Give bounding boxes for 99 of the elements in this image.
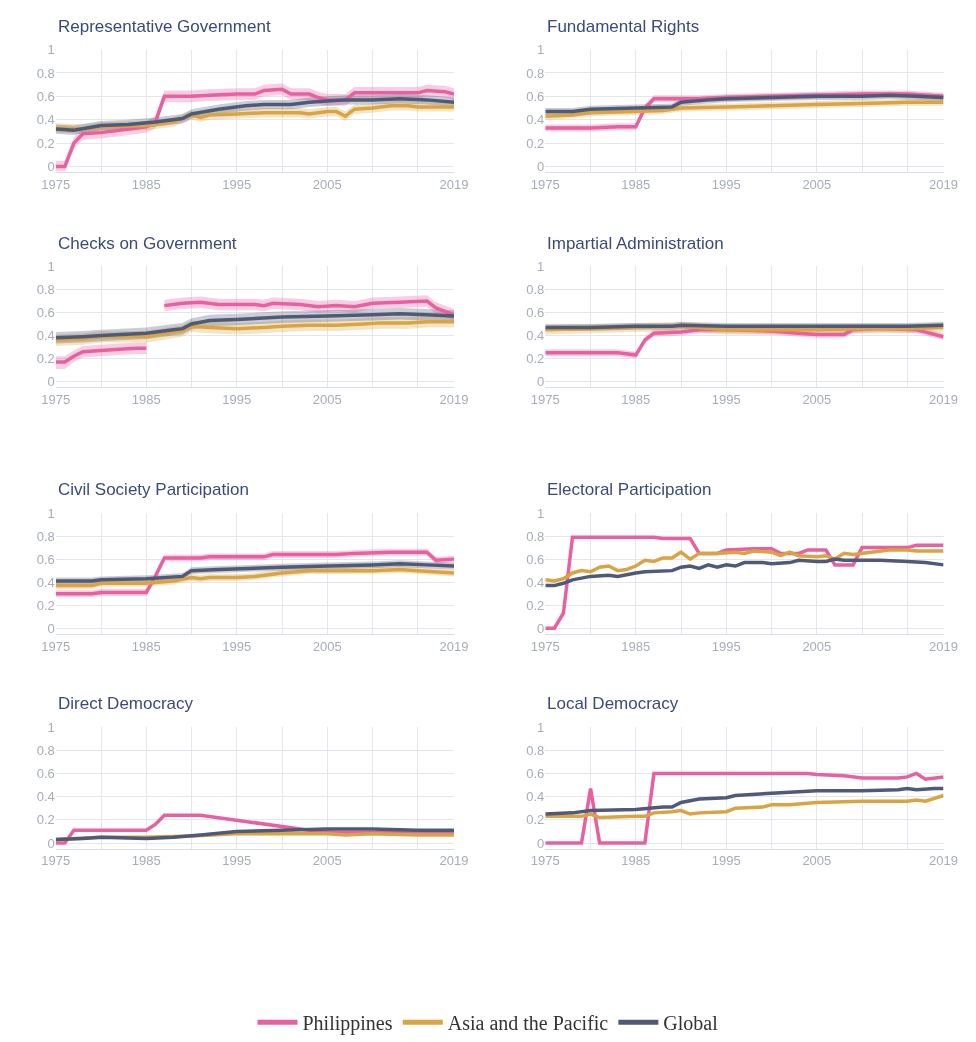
x-tick-label: 1995 xyxy=(222,391,252,407)
y-tick-label: 0.8 xyxy=(526,528,545,544)
y-tick-label: 0.8 xyxy=(36,528,55,544)
x-tick-label: 1985 xyxy=(621,391,651,407)
x-tick-label: 2005 xyxy=(312,853,342,869)
x-tick-label: 2019 xyxy=(439,638,469,654)
y-tick-label: 0.2 xyxy=(526,597,545,613)
y-tick-label: 1 xyxy=(537,505,545,521)
y-tick-label: 0 xyxy=(47,159,55,175)
x-tick-label: 1995 xyxy=(222,853,252,869)
x-tick-label: 1975 xyxy=(530,391,560,407)
y-tick-label: 0.2 xyxy=(526,351,545,367)
x-tick-label: 2019 xyxy=(929,177,959,192)
x-tick-label: 2005 xyxy=(312,177,342,192)
chart-title: Impartial Administration xyxy=(547,234,724,253)
x-tick-label: 1985 xyxy=(131,177,161,192)
x-tick-label: 1985 xyxy=(131,638,161,654)
y-tick-label: 0 xyxy=(537,620,545,636)
y-tick-label: 0.6 xyxy=(36,305,55,321)
y-tick-label: 0 xyxy=(537,159,545,175)
y-tick-label: 1 xyxy=(47,259,55,275)
y-tick-label: 1 xyxy=(47,505,55,521)
y-tick-label: 0.6 xyxy=(526,88,545,104)
y-tick-label: 1 xyxy=(537,42,545,58)
x-tick-label: 2019 xyxy=(439,177,469,192)
x-tick-label: 1985 xyxy=(131,391,161,407)
y-tick-label: 0.8 xyxy=(36,742,55,758)
x-tick-label: 1985 xyxy=(621,638,651,654)
y-tick-label: 0.6 xyxy=(36,765,55,781)
y-tick-label: 0 xyxy=(537,374,545,390)
y-tick-label: 0.8 xyxy=(36,282,55,298)
y-tick-label: 0.4 xyxy=(526,112,545,128)
chart-title: Civil Society Participation xyxy=(58,480,249,499)
x-tick-label: 1985 xyxy=(131,853,161,869)
x-tick-label: 1995 xyxy=(711,853,741,869)
y-tick-label: 0.4 xyxy=(526,574,545,590)
x-tick-label: 1985 xyxy=(621,177,651,192)
y-tick-label: 0.4 xyxy=(36,789,55,805)
y-tick-label: 0.2 xyxy=(36,351,55,367)
chart-title: Direct Democracy xyxy=(58,694,194,713)
x-tick-label: 2005 xyxy=(802,853,832,869)
x-tick-label: 2005 xyxy=(802,391,832,407)
y-tick-label: 0.8 xyxy=(36,65,55,81)
y-tick-label: 0.6 xyxy=(36,551,55,567)
y-tick-label: 0.4 xyxy=(36,328,55,344)
x-tick-label: 1995 xyxy=(711,177,741,192)
legend-label: Global xyxy=(663,1011,719,1034)
x-tick-label: 2005 xyxy=(802,638,832,654)
chart-title: Local Democracy xyxy=(547,694,679,713)
x-tick-label: 1975 xyxy=(41,853,71,869)
y-tick-label: 0.2 xyxy=(36,597,55,613)
y-tick-label: 0.2 xyxy=(526,812,545,828)
x-tick-label: 1995 xyxy=(711,391,741,407)
y-tick-label: 0.6 xyxy=(526,765,545,781)
y-tick-label: 0.8 xyxy=(526,282,545,298)
y-tick-label: 0.2 xyxy=(36,812,55,828)
x-tick-label: 2019 xyxy=(929,638,959,654)
x-tick-label: 1995 xyxy=(711,638,741,654)
x-tick-label: 2019 xyxy=(439,391,469,407)
y-tick-label: 0.4 xyxy=(36,574,55,590)
x-tick-label: 1985 xyxy=(621,853,651,869)
x-tick-label: 1995 xyxy=(222,177,252,192)
y-tick-label: 0.2 xyxy=(526,135,545,151)
y-tick-label: 1 xyxy=(537,259,545,275)
y-tick-label: 0.4 xyxy=(526,328,545,344)
y-tick-label: 0.6 xyxy=(526,305,545,321)
x-tick-label: 1975 xyxy=(41,391,71,407)
x-tick-label: 2005 xyxy=(312,638,342,654)
chart-title: Representative Government xyxy=(58,17,271,36)
y-tick-label: 0 xyxy=(47,374,55,390)
x-tick-label: 2019 xyxy=(929,853,959,869)
x-tick-label: 2005 xyxy=(802,177,832,192)
y-tick-label: 0.4 xyxy=(36,112,55,128)
legend-label: Philippines xyxy=(302,1011,393,1035)
y-tick-label: 0.8 xyxy=(526,742,545,758)
x-tick-label: 1975 xyxy=(530,177,560,192)
y-tick-label: 0.2 xyxy=(36,135,55,151)
y-tick-label: 0.6 xyxy=(526,551,545,567)
x-tick-label: 2005 xyxy=(312,391,342,407)
x-tick-label: 2019 xyxy=(439,853,469,869)
chart-title: Fundamental Rights xyxy=(547,17,700,36)
y-tick-label: 0 xyxy=(47,835,55,851)
y-tick-label: 0.4 xyxy=(526,789,545,805)
y-tick-label: 1 xyxy=(47,719,55,735)
x-tick-label: 1975 xyxy=(530,853,560,869)
x-tick-label: 1995 xyxy=(222,638,252,654)
x-tick-label: 1975 xyxy=(41,177,71,192)
chart-title: Electoral Participation xyxy=(547,480,712,499)
x-tick-label: 1975 xyxy=(530,638,560,654)
x-tick-label: 1975 xyxy=(41,638,71,654)
y-tick-label: 0 xyxy=(47,620,55,636)
y-tick-label: 0.8 xyxy=(526,65,545,81)
y-tick-label: 0.6 xyxy=(36,88,55,104)
x-tick-label: 2019 xyxy=(929,391,959,407)
y-tick-label: 1 xyxy=(537,719,545,735)
y-tick-label: 1 xyxy=(47,42,55,58)
legend-label: Asia and the Pacific xyxy=(447,1011,609,1034)
y-tick-label: 0 xyxy=(537,835,545,851)
chart-title: Checks on Government xyxy=(58,234,237,253)
